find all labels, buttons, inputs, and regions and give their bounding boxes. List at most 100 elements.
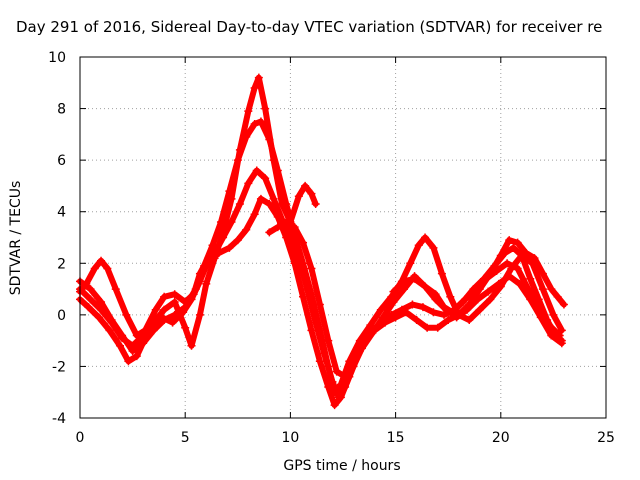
data-point	[307, 326, 316, 335]
data-point	[181, 323, 190, 332]
data-point	[250, 83, 259, 92]
data-point	[332, 367, 341, 376]
x-tick-label: 15	[387, 430, 405, 446]
data-point	[235, 145, 244, 154]
data-point	[360, 339, 369, 348]
x-tick-label: 5	[181, 430, 190, 446]
data-point	[517, 251, 526, 260]
data-point	[311, 199, 320, 208]
data-point	[256, 117, 265, 126]
data-point	[376, 305, 385, 314]
data-point	[509, 243, 518, 252]
data-point	[486, 295, 495, 304]
data-point	[315, 357, 324, 366]
data-point	[256, 194, 265, 203]
data-point	[181, 303, 190, 312]
y-axis-label: SDTVAR / TECUs	[8, 181, 24, 296]
plot-frame	[79, 56, 607, 419]
data-point	[97, 305, 106, 314]
data-point	[103, 264, 112, 273]
data-point	[160, 292, 169, 301]
data-point	[151, 305, 160, 314]
data-point	[139, 339, 148, 348]
data-point	[503, 259, 512, 268]
data-point	[90, 264, 99, 273]
data-point	[115, 341, 124, 350]
data-point	[446, 292, 455, 301]
data-point	[324, 336, 333, 345]
data-point	[315, 300, 324, 309]
data-point	[84, 303, 93, 312]
data-point	[410, 274, 419, 283]
data-point	[208, 241, 217, 250]
data-point	[557, 336, 566, 345]
data-point	[227, 194, 236, 203]
data-point	[170, 297, 179, 306]
data-point	[299, 292, 308, 301]
data-point	[210, 254, 219, 263]
data-point	[225, 243, 234, 252]
data-point	[334, 393, 343, 402]
y-tick-label: 8	[57, 102, 66, 118]
y-tick-label: 10	[48, 50, 66, 66]
data-point	[507, 264, 516, 273]
data-point	[389, 287, 398, 296]
data-point	[421, 282, 430, 291]
x-axis-label: GPS time / hours	[283, 458, 400, 474]
y-tick-label: 2	[57, 256, 66, 272]
data-point	[122, 310, 131, 319]
data-point	[391, 313, 400, 322]
data-point	[86, 285, 95, 294]
data-point	[315, 326, 324, 335]
data-point	[242, 225, 251, 234]
data-point	[294, 192, 303, 201]
data-point	[111, 285, 120, 294]
series-5	[389, 243, 566, 345]
y-tick-label: 6	[57, 153, 66, 169]
data-point	[458, 297, 467, 306]
data-point	[261, 104, 270, 113]
data-point	[244, 179, 253, 188]
data-point	[187, 341, 196, 350]
data-point	[538, 285, 547, 294]
data-point	[557, 326, 566, 335]
data-point	[475, 305, 484, 314]
data-point	[551, 331, 560, 340]
data-point	[273, 223, 282, 232]
data-point	[107, 318, 116, 327]
data-point	[235, 199, 244, 208]
x-tick-label: 0	[76, 430, 85, 446]
data-point	[105, 326, 114, 335]
data-point	[408, 300, 417, 309]
data-point	[465, 300, 474, 309]
data-point	[402, 308, 411, 317]
data-point	[412, 316, 421, 325]
data-point	[330, 401, 339, 410]
data-point	[132, 352, 141, 361]
data-point	[269, 156, 278, 165]
y-tick-label: -2	[52, 359, 66, 375]
data-point	[414, 241, 423, 250]
data-point	[299, 238, 308, 247]
data-point	[421, 233, 430, 242]
data-point	[538, 269, 547, 278]
data-point	[465, 316, 474, 325]
data-point	[431, 290, 440, 299]
data-point	[282, 218, 291, 227]
data-point	[433, 323, 442, 332]
data-point	[168, 318, 177, 327]
data-point	[553, 292, 562, 301]
data-point	[547, 285, 556, 294]
data-point	[501, 248, 510, 257]
data-point	[128, 341, 137, 350]
data-point	[261, 174, 270, 183]
chart-title: Day 291 of 2016, Sidereal Day-to-day VTE…	[16, 18, 603, 36]
data-point	[437, 269, 446, 278]
data-point	[336, 380, 345, 389]
data-point	[366, 321, 375, 330]
data-point	[170, 290, 179, 299]
data-point	[301, 181, 310, 190]
data-point	[139, 331, 148, 340]
data-point	[227, 218, 236, 227]
plot-border	[79, 56, 607, 419]
